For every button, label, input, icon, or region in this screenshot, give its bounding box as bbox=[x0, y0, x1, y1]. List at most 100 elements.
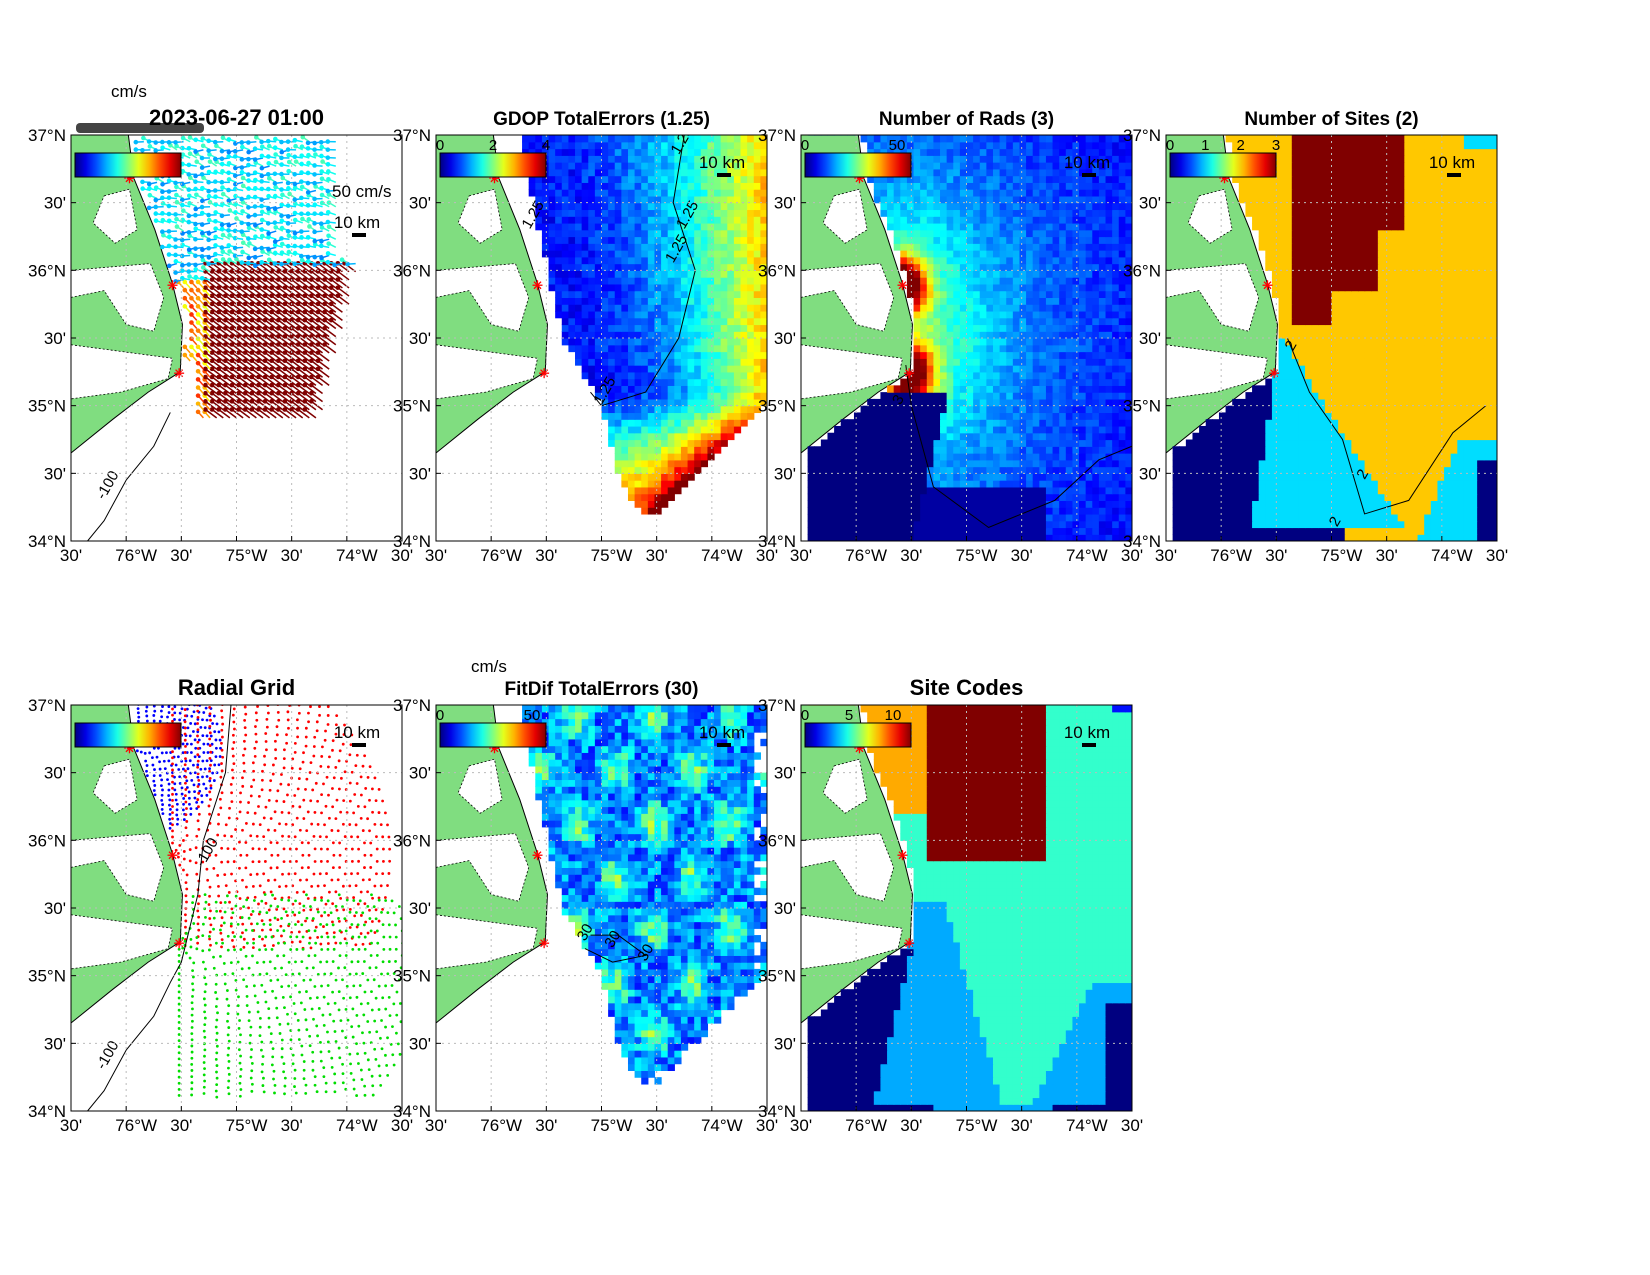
heat-cell bbox=[1052, 351, 1060, 359]
vector-head bbox=[252, 212, 258, 218]
current-vector bbox=[330, 319, 343, 330]
heat-cell bbox=[1098, 351, 1107, 359]
current-vector bbox=[284, 376, 297, 386]
current-vector bbox=[271, 360, 284, 370]
vector-head bbox=[319, 200, 325, 206]
heat-cell bbox=[920, 317, 928, 326]
heat-cell bbox=[979, 419, 987, 427]
heat-cell bbox=[860, 493, 868, 501]
heat-cell bbox=[740, 392, 748, 400]
heat-cell bbox=[979, 392, 987, 400]
heat-cell bbox=[634, 432, 642, 441]
heat-cell bbox=[940, 500, 948, 508]
heat-cell bbox=[760, 310, 767, 319]
heat-cell bbox=[973, 507, 981, 515]
heat-cell bbox=[820, 527, 829, 535]
vector-head bbox=[305, 170, 311, 176]
current-vector bbox=[291, 303, 304, 313]
current-vector bbox=[310, 335, 324, 346]
current-vector bbox=[238, 376, 251, 386]
current-vector bbox=[204, 408, 218, 419]
heat-cell bbox=[853, 513, 862, 522]
heat-cell bbox=[727, 398, 735, 407]
vector-head bbox=[262, 399, 268, 404]
heat-cell bbox=[973, 473, 981, 481]
heat-cell bbox=[1085, 419, 1093, 427]
heat-cell bbox=[1052, 358, 1060, 366]
heat-cell bbox=[1032, 365, 1040, 373]
heat-cell bbox=[1065, 513, 1074, 522]
heat-cell bbox=[555, 270, 563, 278]
vector-head bbox=[262, 374, 268, 380]
heat-cell bbox=[753, 392, 761, 400]
heat-cell bbox=[973, 304, 981, 312]
heat-cell bbox=[933, 439, 941, 447]
colorbar-tick-label: 4 bbox=[542, 137, 550, 154]
vector-head bbox=[226, 137, 232, 142]
vector-head bbox=[328, 309, 334, 315]
current-vector bbox=[211, 303, 224, 313]
heat-cell bbox=[568, 189, 576, 197]
heat-cell bbox=[814, 527, 822, 535]
heat-cell bbox=[834, 527, 842, 535]
vector-head bbox=[216, 334, 221, 339]
heat-cell bbox=[946, 459, 954, 468]
heat-cell bbox=[1112, 331, 1120, 339]
heat-cell bbox=[979, 507, 987, 515]
heat-cell bbox=[733, 351, 742, 359]
vector-head bbox=[289, 358, 294, 364]
vector-head bbox=[242, 342, 248, 347]
heat-cell bbox=[714, 405, 722, 414]
heat-cell bbox=[680, 412, 689, 420]
vector-head bbox=[193, 186, 198, 192]
vector-head bbox=[242, 317, 248, 323]
heat-cell bbox=[647, 297, 656, 305]
x-tick-label: 76°W bbox=[115, 546, 157, 565]
heat-cell bbox=[733, 250, 742, 258]
heat-cell bbox=[654, 135, 662, 143]
heat-cell bbox=[999, 459, 1007, 468]
heat-cell bbox=[601, 162, 609, 170]
heat-cell bbox=[1052, 500, 1060, 508]
heat-cell bbox=[707, 358, 715, 366]
heat-cell bbox=[674, 243, 682, 251]
vector-head bbox=[236, 358, 241, 364]
heat-cell bbox=[654, 507, 662, 515]
heat-cell bbox=[973, 500, 981, 508]
heat-cell bbox=[740, 398, 748, 407]
vector-head bbox=[285, 214, 291, 219]
heat-cell bbox=[992, 425, 1001, 434]
heat-cell bbox=[588, 270, 596, 278]
heat-cell bbox=[893, 412, 901, 420]
heat-cell bbox=[1098, 405, 1107, 414]
heat-cell bbox=[687, 135, 695, 143]
heat-cell bbox=[680, 229, 689, 238]
heat-cell bbox=[601, 148, 609, 156]
heat-cell bbox=[720, 425, 728, 434]
heat-cell bbox=[614, 432, 622, 441]
heat-cell bbox=[1006, 473, 1014, 481]
heat-cell bbox=[680, 331, 689, 339]
heat-cell bbox=[614, 270, 622, 278]
heat-cell bbox=[614, 405, 622, 414]
vector-head bbox=[236, 390, 241, 396]
heat-cell bbox=[661, 202, 669, 211]
heat-cell bbox=[1045, 513, 1054, 522]
vector-head bbox=[259, 259, 265, 265]
heat-cell bbox=[548, 236, 556, 244]
heat-cell bbox=[900, 480, 908, 488]
heat-cell bbox=[627, 175, 636, 183]
heat-cell bbox=[1092, 324, 1100, 332]
current-vector bbox=[324, 262, 337, 273]
vector-head bbox=[209, 399, 215, 404]
heat-cell bbox=[1079, 304, 1087, 312]
current-vector bbox=[317, 368, 330, 378]
heat-cell bbox=[1006, 453, 1014, 461]
heat-cell bbox=[820, 459, 829, 468]
vector-head bbox=[282, 285, 288, 290]
vector-head bbox=[282, 269, 288, 274]
vector-head bbox=[269, 301, 274, 307]
heat-cell bbox=[634, 182, 642, 190]
vector-head bbox=[302, 317, 308, 323]
heat-cell bbox=[959, 405, 968, 414]
